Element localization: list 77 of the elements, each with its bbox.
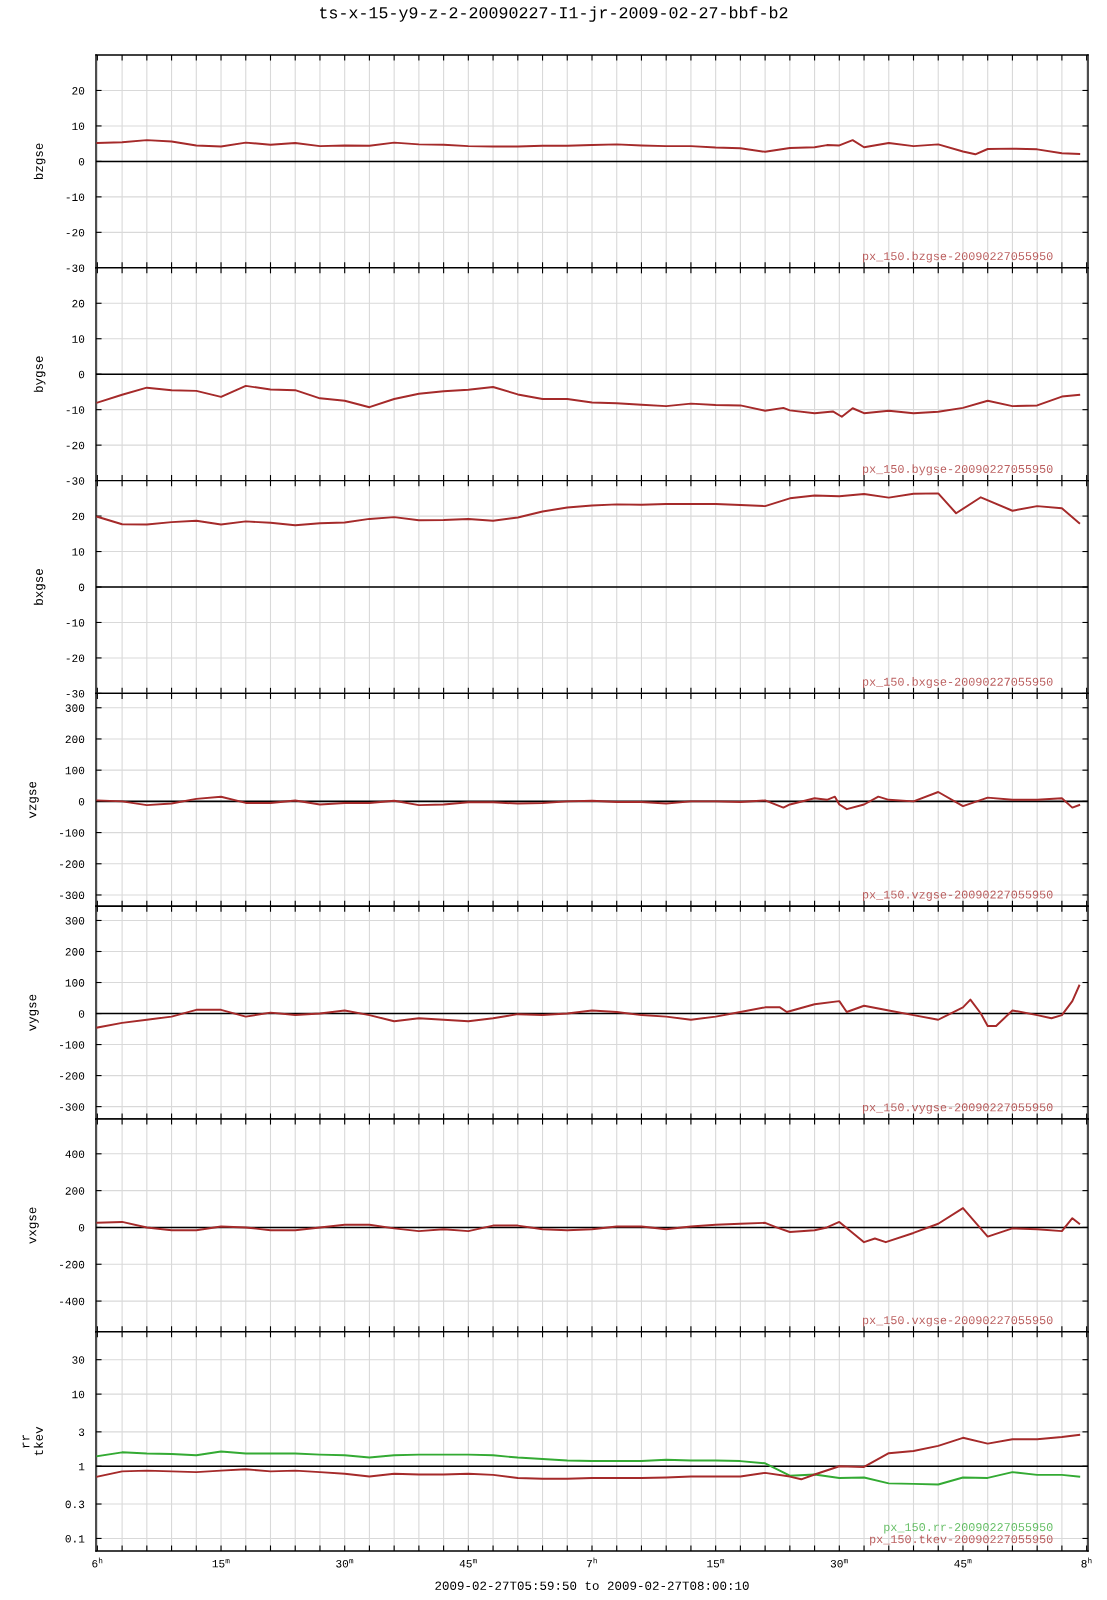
y-tick-label: 10 <box>72 335 85 343</box>
y-tick-label: 200 <box>65 1187 85 1195</box>
y-tick-label: 200 <box>65 948 85 956</box>
y-tick-label: -200 <box>60 1072 85 1080</box>
y-tick-label: -10 <box>66 619 85 627</box>
y-tick-label: -400 <box>60 1297 85 1306</box>
y-tick-label: 0 <box>78 157 85 166</box>
y-tick-label: 20 <box>72 87 85 95</box>
y-tick-label: -100 <box>60 1041 85 1049</box>
y-axis-title: rr tkev <box>22 1426 43 1456</box>
y-tick-label: 20 <box>72 299 85 308</box>
y-tick-label: -300 <box>60 891 85 900</box>
y-tick-label: -30 <box>66 690 85 698</box>
y-tick-label: 0 <box>78 797 85 806</box>
line-series <box>96 791 1081 811</box>
y-tick-label: -20 <box>66 441 85 450</box>
x-tick-label: 8$^{h}$ <box>1081 1557 1092 1568</box>
y-tick-label: 10 <box>72 122 85 131</box>
x-tick-label: 6$^{h}$ <box>92 1557 103 1568</box>
y-tick-label: 300 <box>65 917 85 925</box>
y-tick-label: 400 <box>65 1150 85 1158</box>
chart-title: ts-x-15-y9-z-2-20090227-I1-jr-2009-02-27-bbf-b2 <box>319 6 788 22</box>
y-tick-label: 100 <box>65 979 85 987</box>
annotation: px_150.bzgse-20090227055950 <box>863 251 1053 263</box>
y-tick-label: -10 <box>66 193 85 201</box>
x-tick-label: 7$^{h}$ <box>586 1557 597 1568</box>
line-series <box>96 384 1081 418</box>
line-series <box>96 1450 1081 1486</box>
y-tick-label: 300 <box>65 704 85 712</box>
y-tick-label: -200 <box>60 860 85 868</box>
y-tick-label: 30 <box>72 1356 85 1364</box>
line-series <box>96 139 1081 156</box>
y-tick-label: -300 <box>60 1103 85 1111</box>
x-tick-label: 30$^{m}$ <box>336 1559 354 1568</box>
y-tick-label: 0 <box>78 583 85 592</box>
line-series <box>96 1433 1081 1481</box>
y-axis-title: vzgse <box>29 781 39 819</box>
y-tick-label: -30 <box>66 477 85 485</box>
x-tick-label: 45$^{m}$ <box>954 1559 972 1568</box>
y-tick-label: 0 <box>78 1224 85 1232</box>
y-tick-label: 0.3 <box>65 1500 85 1509</box>
line-series <box>96 492 1081 527</box>
x-tick-label: 15$^{m}$ <box>212 1559 230 1568</box>
annotation: px_150.bygse-20090227055950 <box>863 464 1053 476</box>
y-axis-title: bygse <box>33 356 46 392</box>
y-tick-label: 100 <box>65 766 85 775</box>
y-tick-label: -20 <box>66 228 85 237</box>
y-tick-label: 0 <box>78 1010 85 1018</box>
x-tick-label: 30$^{m}$ <box>830 1559 848 1568</box>
line-series <box>96 1207 1081 1244</box>
y-tick-label: 20 <box>72 512 85 521</box>
annotation: px_150.bxgse-20090227055950 <box>863 677 1053 689</box>
y-tick-label: 1 <box>79 1462 85 1471</box>
annotation: px_150.vxgse-20090227055950 <box>863 1316 1053 1327</box>
annotation: px_150.vzgse-20090227055950 <box>863 890 1053 901</box>
line-series <box>96 984 1081 1029</box>
y-axis-title: bxgse <box>33 569 46 605</box>
annotation: px_150.vygse-20090227055950 <box>863 1103 1053 1114</box>
y-tick-label: -30 <box>66 264 85 272</box>
y-axis-title: vygse <box>29 994 39 1031</box>
y-tick-label: 10 <box>72 548 85 556</box>
y-tick-label: 10 <box>72 1390 85 1399</box>
y-tick-label: -200 <box>60 1260 85 1269</box>
x-tick-label: 15$^{m}$ <box>707 1559 725 1568</box>
x-axis-title: 2009-02-27T05:59:50 to 2009-02-27T08:00:10 <box>435 1581 749 1590</box>
annotation: px_150.tkev-20090227055950 <box>870 1534 1053 1546</box>
y-tick-label: 200 <box>65 735 85 744</box>
y-tick-label: 0.1 <box>65 1535 85 1543</box>
annotation: px_150.rr-20090227055950 <box>884 1523 1053 1534</box>
y-axis-title: bzgse <box>33 143 46 180</box>
y-tick-label: 0 <box>78 370 85 379</box>
x-tick-label: 45$^{m}$ <box>459 1559 477 1568</box>
y-tick-label: -100 <box>60 829 85 837</box>
y-tick-label: -10 <box>66 406 85 414</box>
y-tick-label: -20 <box>66 654 85 663</box>
y-tick-label: 3 <box>78 1428 85 1436</box>
y-axis-title: vxgse <box>29 1207 39 1244</box>
